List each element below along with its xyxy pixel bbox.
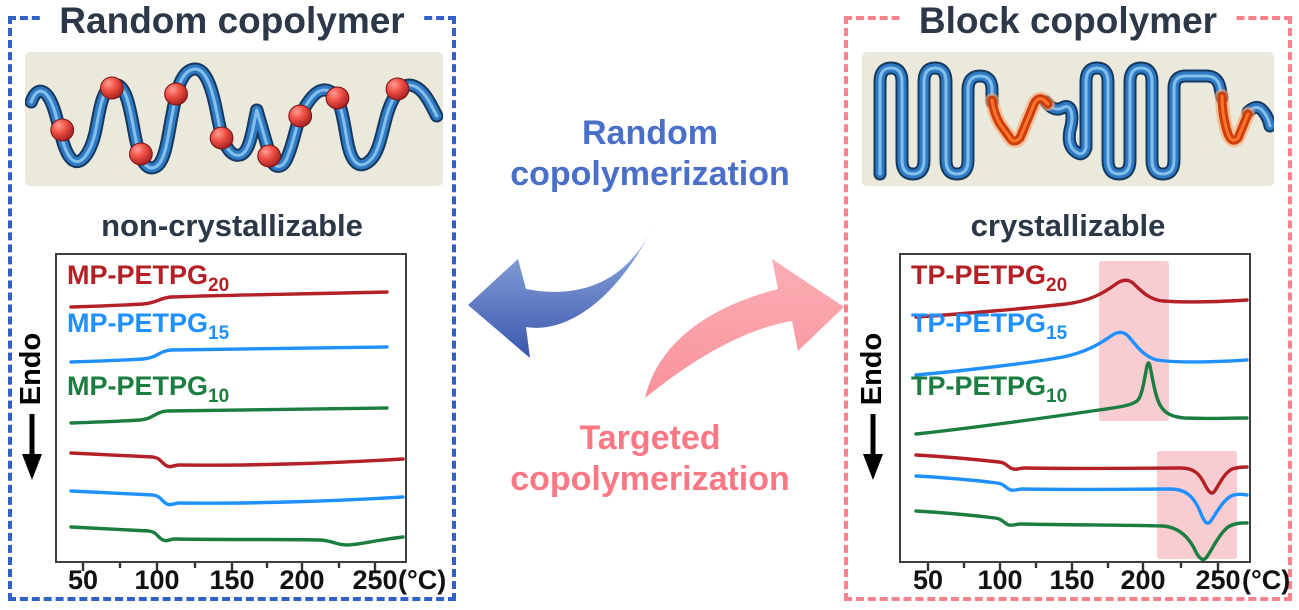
left-endo-arrow-icon (22, 414, 42, 480)
left-panel-title: Random copolymer (43, 0, 421, 42)
right-tick-200: 200 (1120, 565, 1166, 595)
mp-petpg15-heating-curve (69, 345, 389, 364)
tp-petpg10-cooling-curve (914, 509, 1249, 561)
right-dsc-curves (914, 261, 1249, 561)
process-arrows (468, 228, 844, 398)
left-x-axis-ticks (81, 563, 377, 571)
right-panel-title: Block copolymer (902, 0, 1234, 42)
left-tick-200: 200 (279, 565, 325, 595)
orange-block-segments (992, 96, 1248, 141)
tp-petpg15-cooling-curve (914, 474, 1249, 525)
block-chain-illustration (862, 52, 1274, 186)
curve-label-mp-petpg20: MP-PETPG20 (67, 260, 230, 296)
mp-petpg10-cooling-curve (69, 525, 405, 547)
right-x-axis-ticks (926, 563, 1220, 571)
folded-chains (880, 68, 1270, 174)
mp-petpg15-cooling-curve (69, 489, 405, 507)
right-behavior-label: crystallizable (970, 208, 1166, 243)
left-tick-100: 100 (134, 565, 180, 595)
curve-label-mp-petpg10: MP-PETPG10 (67, 371, 230, 407)
right-dsc-plot: TP-PETPG20 TP-PETPG15 TP-PETPG10 (899, 253, 1251, 563)
left-dsc-curves (69, 290, 405, 547)
right-tick-50: 50 (912, 565, 944, 595)
tp-petpg10-heating-curve (914, 361, 1249, 436)
left-tick-50: 50 (67, 565, 99, 595)
mp-petpg20-cooling-curve (69, 451, 405, 469)
tp-petpg20-cooling-curve (914, 453, 1249, 495)
curve-label-tp-petpg20: TP-PETPG20 (911, 260, 1068, 296)
left-axis-unit: (°C) (398, 565, 447, 595)
curve-label-tp-petpg15: TP-PETPG15 (911, 308, 1068, 344)
right-axis-unit: (°C) (1242, 565, 1291, 595)
tp-petpg15-heating-curve (914, 330, 1249, 377)
tp-petpg20-heating-curve (914, 278, 1249, 319)
right-tick-150: 150 (1049, 565, 1095, 595)
left-behavior-label: non-crystallizable (101, 208, 363, 243)
left-endo-label: Endo (15, 332, 47, 406)
random-chain-svg (25, 52, 443, 186)
right-endo-arrow-icon (863, 414, 883, 480)
comonomer-beads (50, 76, 410, 168)
left-tick-250: 250 (352, 565, 398, 595)
right-tick-100: 100 (977, 565, 1023, 595)
targeted-copolymerization-label: Targeted copolymerization (510, 419, 790, 499)
right-endo-label: Endo (856, 332, 888, 406)
mp-petpg10-heating-curve (69, 406, 389, 425)
curve-label-mp-petpg15: MP-PETPG15 (67, 308, 230, 344)
left-tick-150: 150 (209, 565, 255, 595)
mp-petpg20-heating-curve (69, 290, 389, 309)
random-copolymerization-label: Random copolymerization (510, 114, 790, 194)
curve-label-tp-petpg10: TP-PETPG10 (911, 371, 1068, 407)
left-dsc-plot: MP-PETPG20 MP-PETPG15 MP-PETPG10 (55, 253, 407, 563)
block-chain-svg (862, 52, 1274, 186)
targeted-copolymerization-arrow-icon (645, 259, 844, 398)
random-chain-illustration (25, 52, 443, 186)
right-tick-250: 250 (1195, 565, 1241, 595)
random-copolymerization-arrow-icon (468, 228, 652, 358)
